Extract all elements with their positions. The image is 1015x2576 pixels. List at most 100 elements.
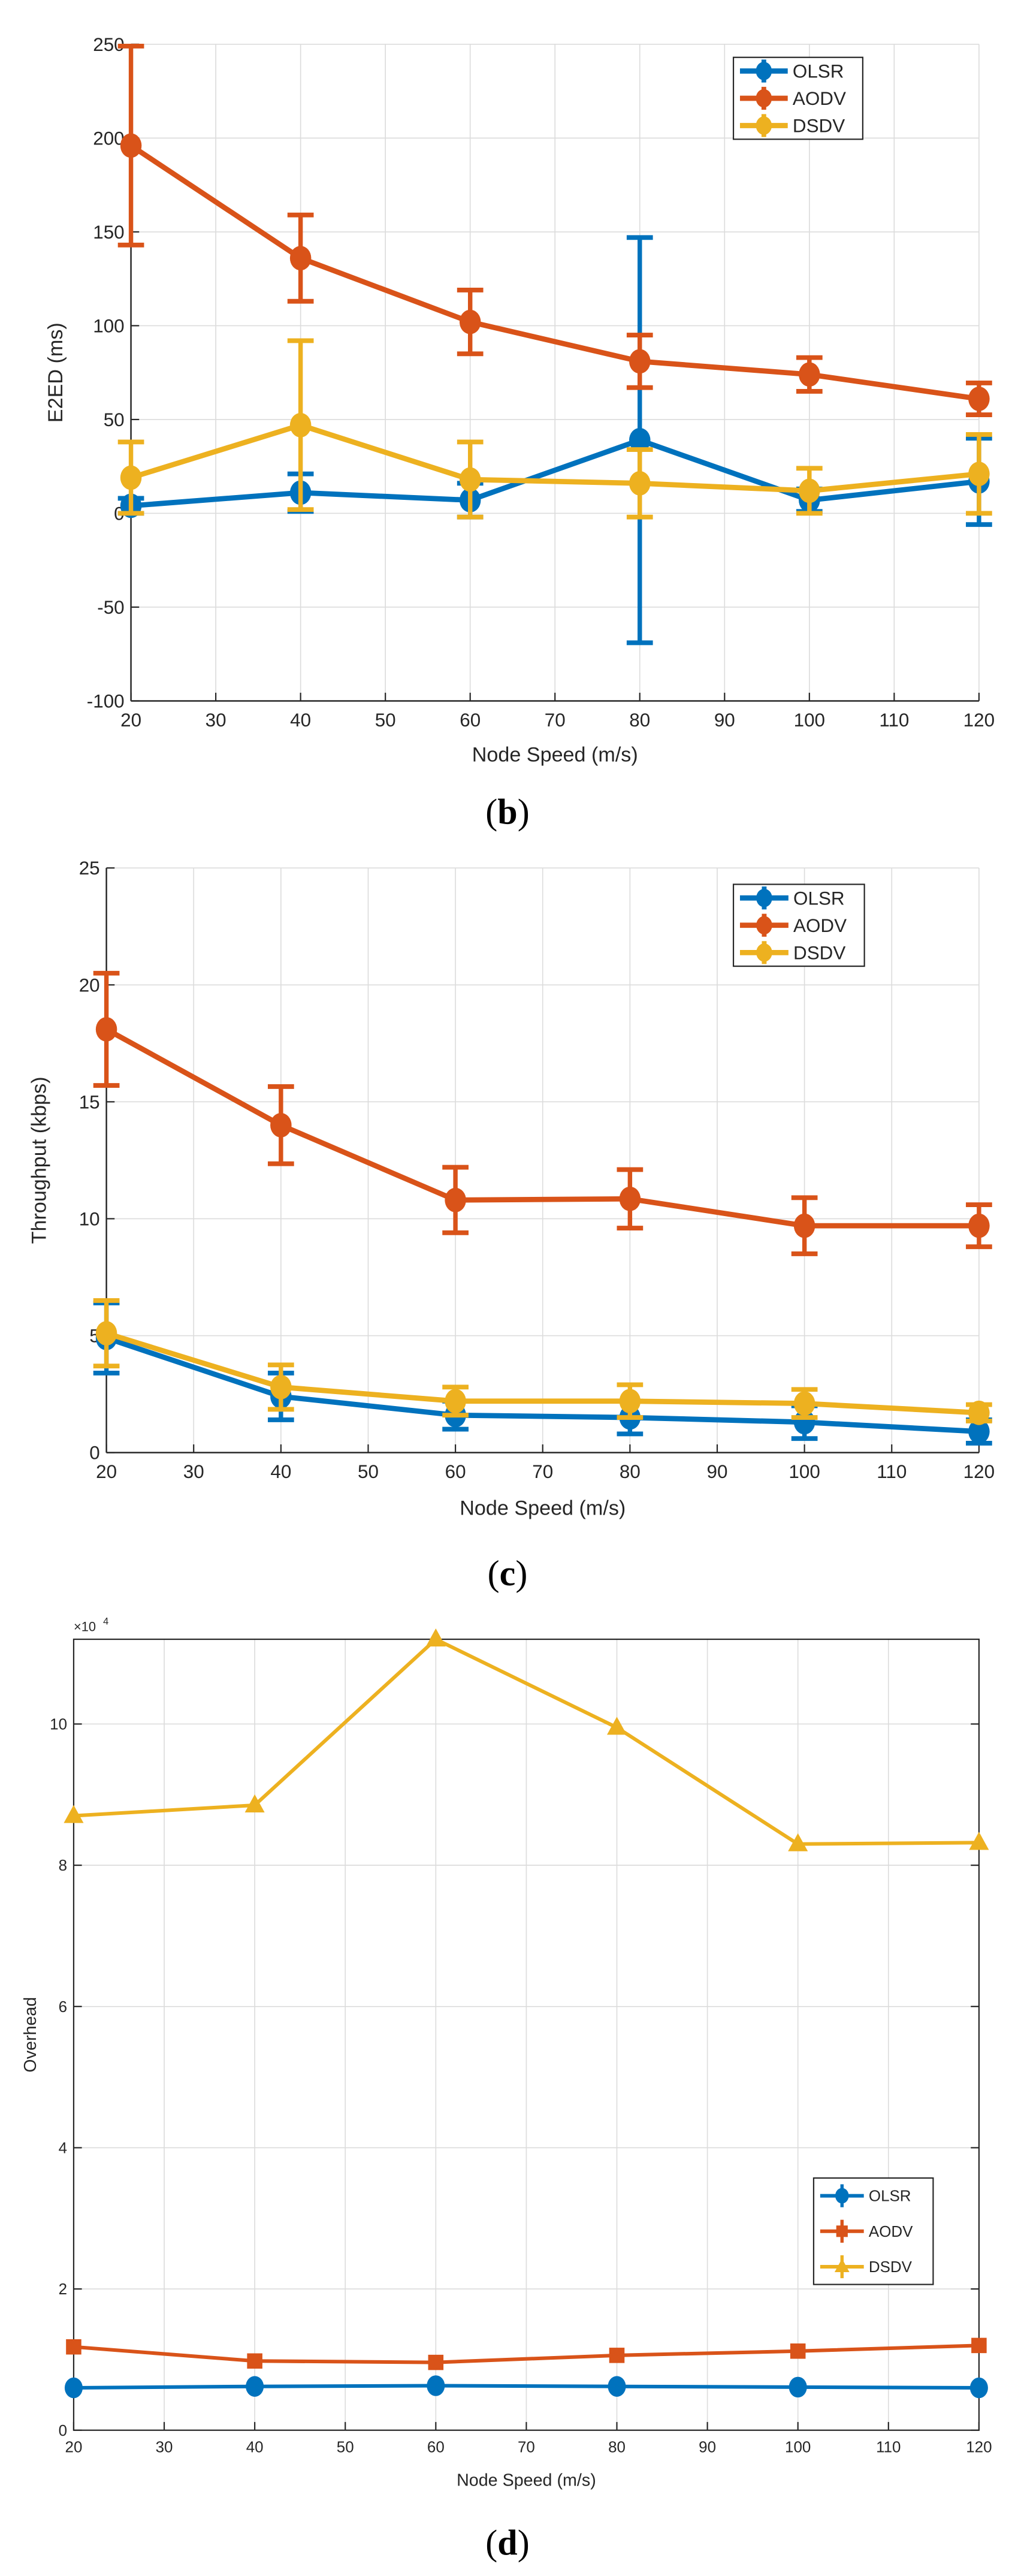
y-exponent: 4 <box>103 1616 108 1627</box>
x-tick-label: 30 <box>206 710 226 731</box>
x-tick-label: 20 <box>120 710 141 731</box>
series-line <box>129 143 980 402</box>
x-tick-label: 100 <box>785 2439 811 2456</box>
x-tick-label: 30 <box>156 2439 173 2456</box>
chart-c: 20 30 40 50 60 70 80 90 100 110 1200510152025Node … <box>28 858 995 1594</box>
legend: OLSR AODV DSDV <box>732 56 863 140</box>
data-point <box>270 1374 292 1399</box>
data-point <box>789 2376 807 2398</box>
legend-marker <box>834 2258 850 2272</box>
y-tick-label: 200 <box>93 128 124 149</box>
data-point <box>66 2339 81 2355</box>
data-point <box>790 2343 806 2359</box>
x-tick-label: 120 <box>966 2439 992 2456</box>
legend-marker <box>756 916 772 935</box>
y-tick-label: 0 <box>59 2423 67 2439</box>
data-point <box>629 349 651 374</box>
y-tick-label: 2 <box>59 2281 67 2298</box>
series-line <box>105 1331 980 1416</box>
x-tick-label: 90 <box>714 710 735 731</box>
legend: OLSR AODV DSDV <box>812 2177 934 2285</box>
series-line <box>73 2384 979 2390</box>
legend: OLSR AODV DSDV <box>732 883 865 967</box>
y-tick-label: 10 <box>79 1208 100 1229</box>
x-tick-label: 100 <box>794 710 825 731</box>
legend-marker <box>835 2188 849 2204</box>
data-point <box>799 478 820 503</box>
legend-label: AODV <box>793 88 846 109</box>
y-tick-label: 100 <box>93 315 124 336</box>
series-line <box>73 2343 979 2364</box>
series-line <box>130 422 980 494</box>
caption-letter: d <box>497 2523 517 2563</box>
y-tick-label: 150 <box>93 222 124 243</box>
x-axis-label: Node Speed (m/s) <box>457 2471 596 2490</box>
data-point <box>445 1389 466 1414</box>
data-point <box>788 1833 808 1851</box>
data-point <box>793 1213 815 1238</box>
legend-marker <box>756 89 772 108</box>
data-point <box>968 1213 990 1238</box>
y-multiplier: ×10 <box>74 1619 96 1634</box>
x-tick-label: 70 <box>545 710 566 731</box>
data-point <box>969 1832 989 1850</box>
legend-label: OLSR <box>793 61 844 82</box>
figure-caption: (c) <box>488 1554 528 1594</box>
y-tick-label: 6 <box>59 1999 67 2016</box>
y-axis-label: Overhead <box>21 1997 40 2073</box>
data-point <box>120 465 142 490</box>
x-tick-label: 80 <box>608 2439 626 2456</box>
data-point <box>619 1186 641 1211</box>
data-point <box>244 1794 265 1812</box>
data-point <box>120 133 142 158</box>
series-line <box>73 1637 979 1846</box>
legend-label: AODV <box>793 915 847 936</box>
series-line <box>105 1027 979 1229</box>
data-point <box>247 2353 262 2369</box>
data-point <box>427 2375 445 2396</box>
x-axis-label: Node Speed (m/s) <box>472 744 638 767</box>
x-tick-label: 20 <box>65 2439 83 2456</box>
series-dsdv <box>64 1628 989 1851</box>
x-axis-label: Node Speed (m/s) <box>460 1497 626 1519</box>
legend-marker <box>756 62 772 80</box>
y-tick-label: 20 <box>79 975 100 996</box>
data-point <box>968 1419 990 1444</box>
data-point <box>270 1112 292 1138</box>
data-point <box>629 470 651 496</box>
x-tick-label: 20 <box>96 1461 117 1482</box>
data-point <box>968 461 990 487</box>
x-tick-label: 40 <box>246 2439 264 2456</box>
data-point <box>799 362 820 387</box>
data-point <box>445 1187 466 1212</box>
series-aodv <box>66 2337 987 2370</box>
data-point <box>793 1391 815 1416</box>
y-tick-label: 25 <box>79 858 100 879</box>
y-tick-label: 4 <box>59 2140 67 2157</box>
legend-label: DSDV <box>869 2259 913 2276</box>
x-tick-label: 120 <box>963 710 995 731</box>
data-point <box>64 2377 83 2399</box>
series-dsdv <box>93 1298 992 1425</box>
y-tick-label: 8 <box>59 1857 67 1874</box>
figure-caption: (d) <box>485 2523 529 2563</box>
x-tick-label: 50 <box>337 2439 354 2456</box>
x-tick-label: 110 <box>877 1461 907 1482</box>
caption-letter: b <box>497 792 517 832</box>
data-point <box>968 1400 990 1425</box>
x-tick-label: 40 <box>290 710 311 731</box>
series-line <box>131 437 980 509</box>
series-olsr <box>64 2375 988 2399</box>
x-tick-label: 40 <box>270 1461 291 1482</box>
data-point <box>64 1805 84 1823</box>
chart-d: 20 30 40 50 60 70 80 90 100 110 120 0 2 4 6 8 10 Node Spe… <box>21 1616 992 2563</box>
data-point <box>608 2376 626 2397</box>
x-tick-label: 30 <box>183 1461 204 1482</box>
data-point <box>969 2377 988 2399</box>
data-point <box>246 2376 264 2397</box>
series-dsdv <box>117 338 992 520</box>
x-tick-label: 110 <box>876 2439 901 2456</box>
data-point <box>629 427 651 453</box>
x-tick-label: 60 <box>445 1461 466 1482</box>
series-aodv <box>93 970 992 1256</box>
